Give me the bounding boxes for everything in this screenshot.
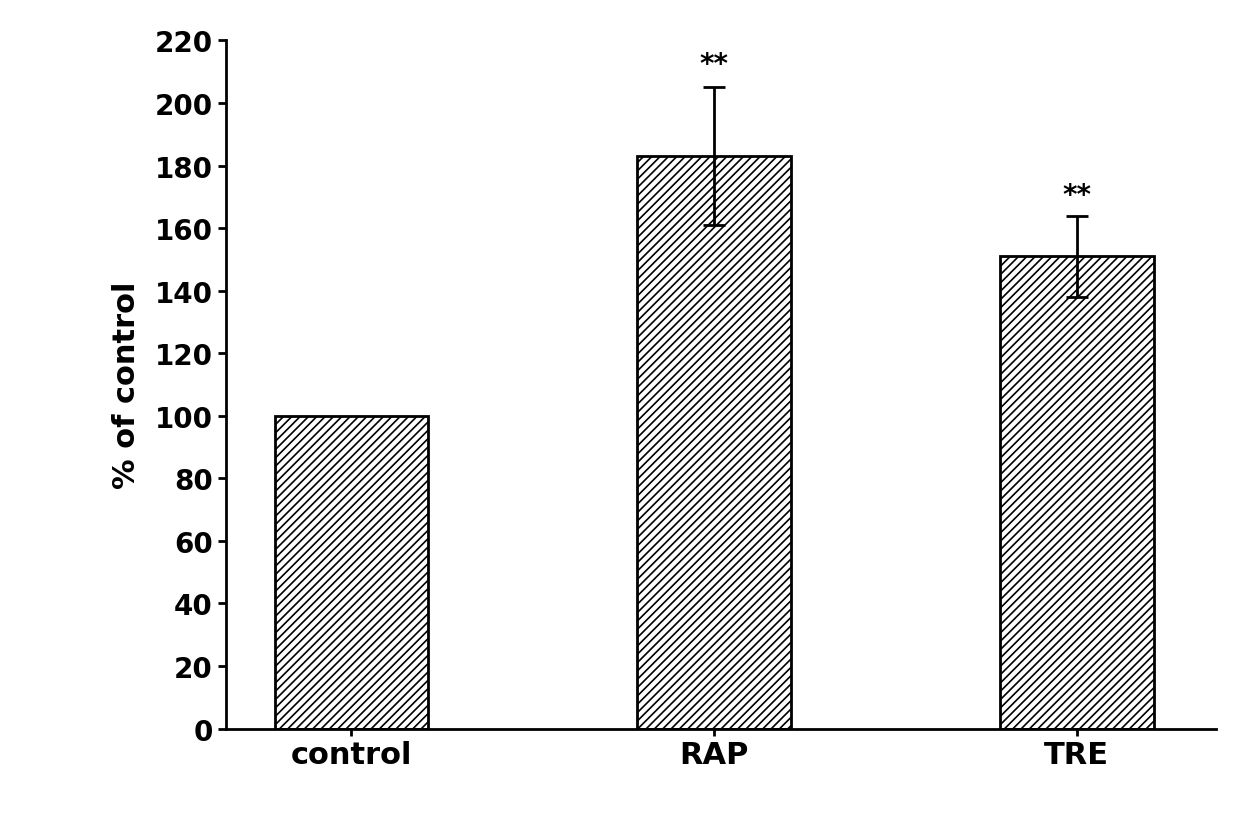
Bar xyxy=(275,416,428,729)
Bar xyxy=(637,157,791,729)
Y-axis label: % of control: % of control xyxy=(112,282,140,489)
Bar xyxy=(1001,257,1154,729)
Text: **: ** xyxy=(700,51,729,79)
Text: **: ** xyxy=(1062,182,1091,210)
